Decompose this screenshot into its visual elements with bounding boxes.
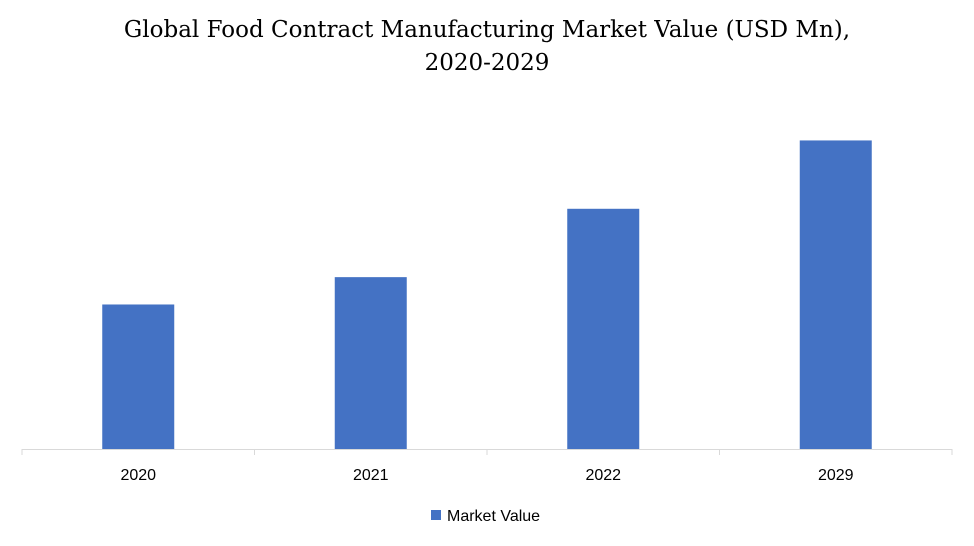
chart-title-line-1: Global Food Contract Manufacturing Marke… xyxy=(123,17,851,43)
x-tick-label-2020: 2020 xyxy=(120,467,156,484)
chart-title-line-2: 2020-2029 xyxy=(424,50,550,76)
x-tick-label-2029: 2029 xyxy=(818,467,854,484)
bar-2022 xyxy=(567,208,640,449)
bar-2029 xyxy=(799,140,872,449)
x-tick-label-2022: 2022 xyxy=(585,467,621,484)
legend-swatch xyxy=(431,510,441,520)
bar-2021 xyxy=(334,277,407,449)
x-tick-label-2021: 2021 xyxy=(353,467,389,484)
chart-title: Global Food Contract Manufacturing Marke… xyxy=(0,14,974,80)
legend-label: Market Value xyxy=(447,508,540,525)
bar-2020 xyxy=(102,304,175,449)
